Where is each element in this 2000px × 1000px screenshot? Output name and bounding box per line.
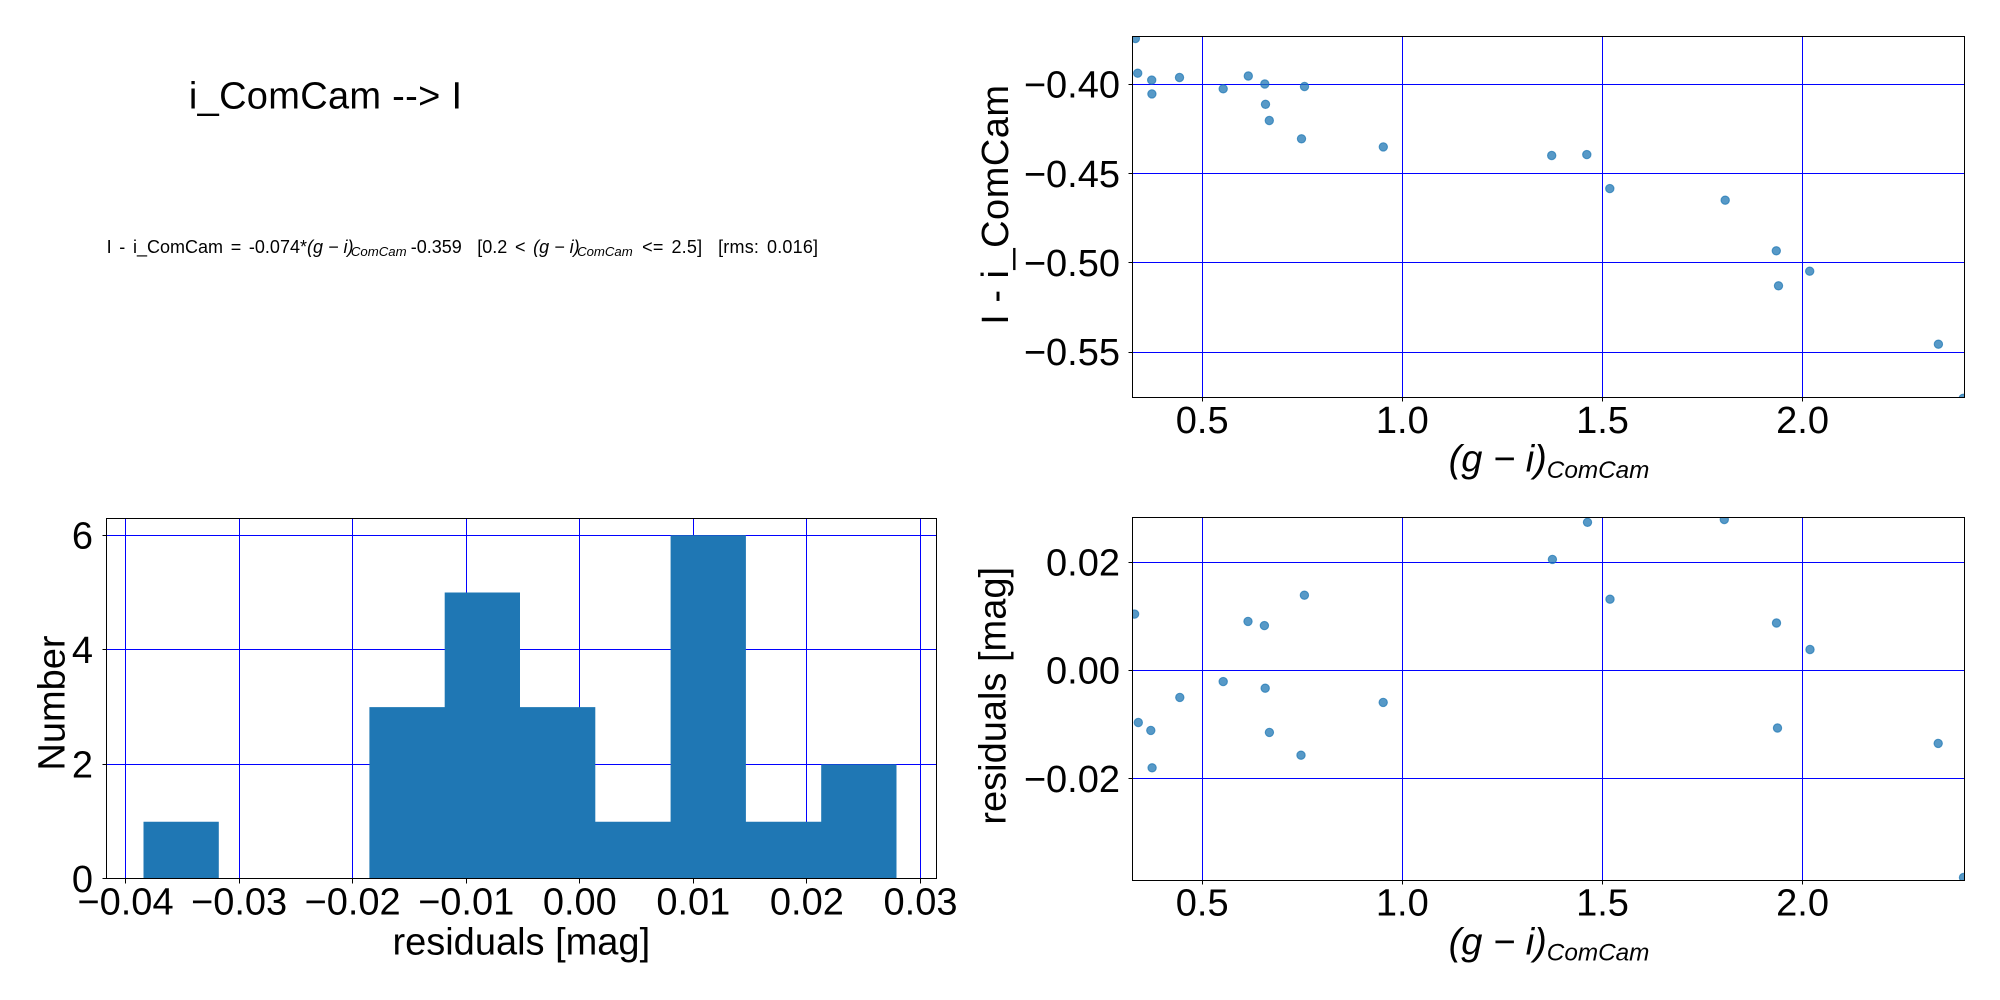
- svg-text:−0.02: −0.02: [1024, 759, 1120, 801]
- svg-text:0.5: 0.5: [1176, 883, 1229, 925]
- svg-text:1.0: 1.0: [1376, 883, 1429, 925]
- svg-text:0.03: 0.03: [884, 882, 958, 924]
- svg-text:(g − i)ComCam: (g − i)ComCam: [1449, 921, 1650, 966]
- svg-text:0.00: 0.00: [543, 882, 617, 924]
- svg-text:0.02: 0.02: [770, 882, 844, 924]
- svg-text:−0.04: −0.04: [77, 882, 173, 924]
- svg-text:I - i_ComCam: I - i_ComCam: [975, 84, 1017, 324]
- svg-text:0.02: 0.02: [1046, 542, 1120, 584]
- svg-text:6: 6: [72, 515, 93, 557]
- svg-text:−0.02: −0.02: [305, 882, 401, 924]
- svg-text:−0.03: −0.03: [191, 882, 287, 924]
- svg-text:(g − i)ComCam: (g − i)ComCam: [1449, 439, 1650, 484]
- svg-text:0: 0: [72, 859, 93, 901]
- svg-text:2.0: 2.0: [1776, 883, 1829, 925]
- svg-text:0.5: 0.5: [1176, 400, 1229, 442]
- svg-text:1.0: 1.0: [1376, 400, 1429, 442]
- svg-text:Number: Number: [32, 635, 74, 770]
- svg-text:0.00: 0.00: [1046, 651, 1120, 693]
- svg-text:2: 2: [72, 745, 93, 787]
- svg-text:0.01: 0.01: [656, 882, 730, 924]
- svg-text:residuals [mag]: residuals [mag]: [392, 921, 650, 963]
- svg-text:−0.45: −0.45: [1024, 154, 1120, 196]
- svg-text:i_ComCam --> I: i_ComCam --> I: [189, 76, 462, 118]
- svg-text:−0.40: −0.40: [1024, 65, 1120, 107]
- svg-text:2.0: 2.0: [1776, 400, 1829, 442]
- svg-text:−0.55: −0.55: [1024, 332, 1120, 374]
- svg-text:−0.01: −0.01: [418, 882, 514, 924]
- svg-text:I - i_ComCam = -0.074*(g − i)C: I - i_ComCam = -0.074*(g − i)ComCam -0.3…: [107, 237, 819, 259]
- svg-text:1.5: 1.5: [1576, 883, 1629, 925]
- svg-text:residuals [mag]: residuals [mag]: [973, 567, 1015, 825]
- svg-text:−0.50: −0.50: [1024, 243, 1120, 285]
- svg-text:1.5: 1.5: [1576, 400, 1629, 442]
- svg-text:4: 4: [72, 630, 93, 672]
